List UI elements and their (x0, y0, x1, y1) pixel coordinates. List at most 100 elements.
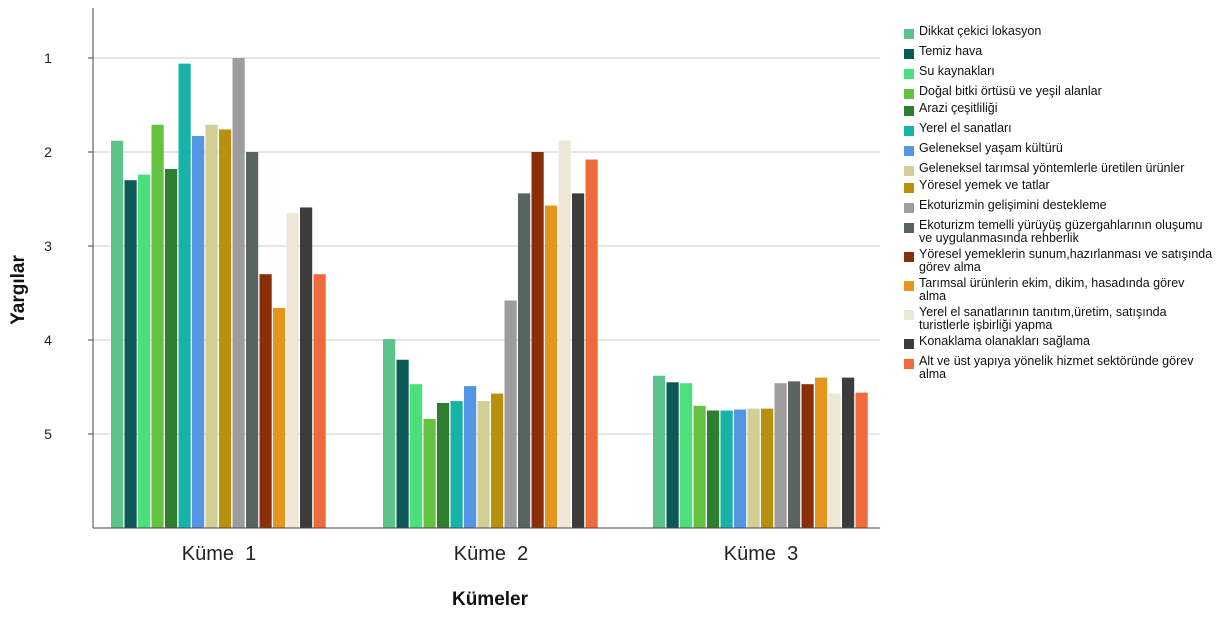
bar (761, 408, 774, 528)
y-tick-label: 4 (44, 332, 52, 348)
legend-label: Yöresel yemek ve tatlar (919, 178, 1050, 192)
y-axis-title: Yargılar (8, 255, 29, 325)
bar-group-1 (111, 58, 326, 529)
bar (734, 409, 747, 528)
legend-label: Ekoturizm temelli yürüyüş güzergahlarını… (919, 218, 1203, 245)
bar (286, 213, 299, 528)
legend-label: Yerel el sanatları (919, 121, 1012, 135)
legend: Dikkat çekici lokasyon Temiz hava Su kayna… (904, 25, 1214, 384)
bar (720, 410, 733, 528)
bar (774, 383, 787, 528)
bar (531, 152, 544, 528)
bar (518, 193, 531, 529)
legend-item: Yöresel yemek ve tatlar (904, 179, 1214, 193)
legend-label: Tarımsal ürünlerin ekim, dikim, hasadınd… (919, 276, 1185, 303)
legend-label: Geleneksel yaşam kültürü (919, 141, 1063, 155)
legend-label: Ekoturizmin gelişimini destekleme (919, 198, 1107, 212)
bar (423, 418, 436, 528)
bar (747, 408, 760, 528)
bar (666, 382, 679, 528)
legend-swatch (904, 339, 914, 349)
legend-item: Tarımsal ürünlerin ekim, dikim, hasadınd… (904, 277, 1214, 303)
bar-group-2 (383, 140, 598, 529)
bar (178, 63, 191, 528)
legend-label: Dikkat çekici lokasyon (919, 24, 1042, 38)
bar (707, 410, 720, 528)
legend-swatch (904, 359, 914, 369)
bar (504, 300, 517, 528)
bar (396, 359, 409, 528)
bar (410, 384, 423, 528)
bar (477, 401, 490, 528)
legend-swatch (904, 223, 914, 233)
legend-item: Geleneksel yaşam kültürü (904, 142, 1214, 156)
legend-item: Yöresel yemeklerin sunum,hazırlanması ve… (904, 248, 1214, 274)
legend-item: Doğal bitki örtüsü ve yeşil alanlar (904, 85, 1214, 99)
bar (124, 180, 137, 528)
legend-swatch (904, 183, 914, 193)
bar (572, 193, 585, 529)
bar (491, 393, 504, 528)
legend-label: Arazi çeşitliliği (919, 101, 998, 115)
legend-swatch (904, 252, 914, 262)
legend-item: Ekoturizm temelli yürüyüş güzergahlarını… (904, 219, 1214, 245)
bar (138, 174, 151, 528)
bar-group-3 (653, 375, 868, 528)
bar (842, 377, 855, 528)
legend-swatch (904, 126, 914, 136)
legend-label: Temiz hava (919, 44, 983, 58)
bar (219, 129, 232, 528)
legend-label: Geleneksel tarımsal yöntemlerle üretilen… (919, 161, 1185, 175)
bar (383, 339, 396, 528)
legend-swatch (904, 146, 914, 156)
legend-item: Arazi çeşitliliği (904, 102, 1214, 116)
bar (205, 124, 218, 529)
bar (313, 274, 326, 528)
legend-label: Yerel el sanatlarının tanıtım,üretim, sa… (919, 305, 1167, 332)
legend-item: Alt ve üst yapıya yönelik hizmet sektörü… (904, 355, 1214, 381)
bar (828, 393, 841, 528)
legend-swatch (904, 69, 914, 79)
bar (558, 140, 571, 528)
legend-item: Su kaynakları (904, 65, 1214, 79)
legend-swatch (904, 29, 914, 39)
legend-swatch (904, 106, 914, 116)
bar (437, 402, 450, 528)
legend-swatch (904, 310, 914, 320)
legend-label: Yöresel yemeklerin sunum,hazırlanması ve… (919, 247, 1213, 274)
legend-swatch (904, 166, 914, 176)
y-tick-label: 5 (44, 426, 52, 442)
legend-swatch (904, 89, 914, 99)
y-tick-label: 3 (44, 238, 52, 254)
bar (450, 401, 463, 528)
bar (855, 392, 868, 528)
legend-item: Geleneksel tarımsal yöntemlerle üretilen… (904, 162, 1214, 176)
legend-item: Yerel el sanatları (904, 122, 1214, 136)
y-tick-labels: 1 2 3 4 5 (44, 50, 93, 442)
bar (273, 308, 286, 528)
bar (680, 383, 693, 528)
bar (259, 274, 272, 528)
legend-label: Doğal bitki örtüsü ve yeşil alanlar (919, 84, 1102, 98)
legend-item: Temiz hava (904, 45, 1214, 59)
bar (300, 207, 313, 528)
bar (545, 205, 558, 528)
bar (192, 136, 205, 528)
legend-item: Konaklama olanakları sağlama (904, 335, 1214, 349)
bars-group (111, 58, 868, 529)
bar (585, 159, 598, 528)
bar (111, 140, 124, 528)
x-tick-label: Küme 1 (182, 543, 256, 565)
x-axis-title: Kümeler (452, 589, 529, 610)
bar (815, 377, 828, 528)
legend-label: Su kaynakları (919, 64, 995, 78)
legend-item: Ekoturizmin gelişimini destekleme (904, 199, 1214, 213)
bar (464, 386, 477, 528)
legend-item: Yerel el sanatlarının tanıtım,üretim, sa… (904, 306, 1214, 332)
x-tick-label: Küme 3 (724, 543, 798, 565)
legend-swatch (904, 203, 914, 213)
y-tick-label: 1 (44, 50, 52, 66)
bar (653, 375, 666, 528)
legend-swatch (904, 281, 914, 291)
